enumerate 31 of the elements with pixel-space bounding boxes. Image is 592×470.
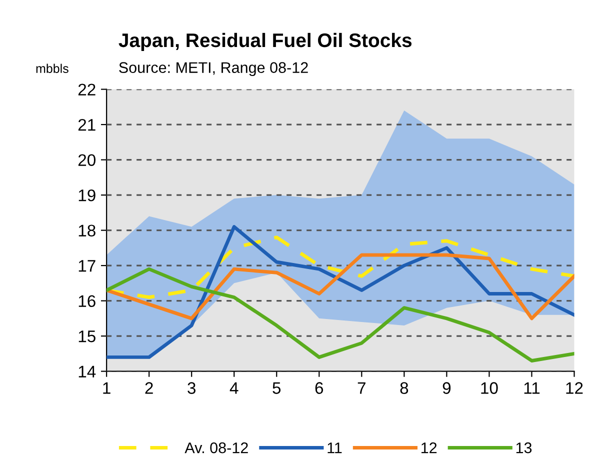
y-tick-label: 19 <box>78 189 96 202</box>
legend-label: 13 <box>516 442 532 454</box>
x-tick-label: 6 <box>315 382 324 394</box>
y-tick-label: 18 <box>78 224 96 237</box>
x-tick-label: 11 <box>524 382 540 394</box>
x-tick-label: 9 <box>442 382 451 394</box>
y-axis-title: mbbls <box>36 64 68 73</box>
legend-label: 11 <box>328 442 342 454</box>
x-tick-label: 8 <box>400 382 408 394</box>
x-tick-label: 3 <box>188 382 196 394</box>
chart-subtitle: Source: METI, Range 08-12 <box>119 62 308 76</box>
y-tick-label: 20 <box>78 154 96 166</box>
x-tick-label: 5 <box>272 382 281 394</box>
y-tick-label: 17 <box>78 260 96 272</box>
legend-label: Av. 08-12 <box>184 442 248 454</box>
line-series <box>106 225 574 359</box>
y-tick-label: 16 <box>78 295 96 308</box>
x-tick-label: 1 <box>103 382 110 394</box>
y-tick-label: 21 <box>78 118 96 131</box>
x-tick-label: 4 <box>230 382 238 394</box>
y-tick-label: 14 <box>78 366 96 378</box>
x-tick-label: 2 <box>145 382 153 394</box>
x-tick-label: 12 <box>566 382 583 394</box>
y-tick-label: 22 <box>78 84 96 96</box>
legend-label: 12 <box>422 442 437 454</box>
x-tick-label: 7 <box>358 382 366 394</box>
x-tick-label: 10 <box>481 382 498 394</box>
line-series <box>106 253 574 320</box>
line-series <box>106 267 574 362</box>
chart-title: Japan, Residual Fuel Oil Stocks <box>118 32 412 52</box>
y-tick-label: 15 <box>78 330 96 342</box>
